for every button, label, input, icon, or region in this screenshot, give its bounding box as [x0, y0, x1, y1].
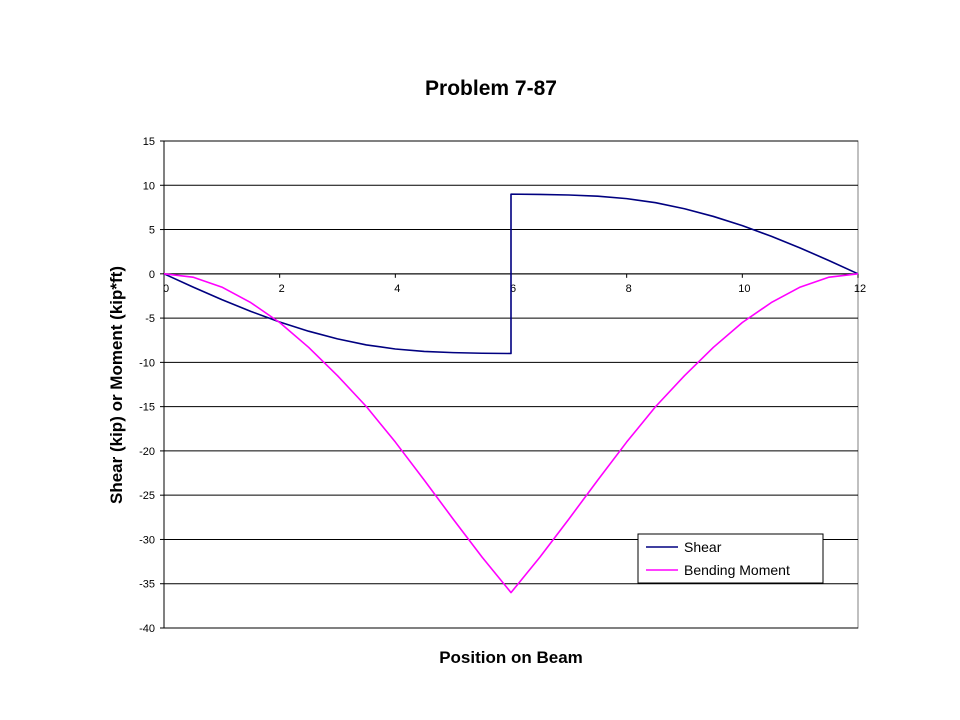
y-tick-label: -40 [139, 623, 155, 635]
x-tick-label: 0 [163, 283, 169, 295]
y-tick-label: -15 [139, 402, 155, 414]
chart-title: Problem 7-87 [425, 77, 557, 100]
y-axis-title: Shear (kip) or Moment (kip*ft) [107, 266, 126, 504]
legend-label: Shear [684, 539, 722, 555]
plot-area: 15 10 5 0 -5 -10 -15 -20 -25 -30 -35 -40 0 2 4 6 8 10 12 [139, 136, 866, 635]
legend: Shear Bending Moment [637, 533, 824, 584]
x-axis-title: Position on Beam [439, 648, 583, 667]
y-tick-label: -30 [139, 534, 155, 546]
legend-label: Bending Moment [684, 562, 790, 578]
x-tick-label: 12 [854, 283, 866, 295]
y-tick-label: -5 [145, 313, 155, 325]
y-tick-label: -20 [139, 446, 155, 458]
x-tick-label: 6 [510, 283, 516, 295]
y-tick-label: -25 [139, 490, 155, 502]
x-tick-label: 10 [738, 283, 750, 295]
series-line-shear [163, 193, 859, 355]
legend-box [637, 533, 824, 584]
y-tick-label: 5 [149, 225, 155, 237]
y-tick-label: 15 [143, 136, 155, 148]
y-tick-label: -10 [139, 357, 155, 369]
x-tick-label: 2 [279, 283, 285, 295]
series-line-bending-moment [163, 273, 859, 594]
y-tick-label: 0 [149, 269, 155, 281]
x-tick-label: 8 [626, 283, 632, 295]
y-tick-label: -35 [139, 579, 155, 591]
x-tick-label: 4 [394, 283, 400, 295]
y-tick-label: 10 [143, 180, 155, 192]
